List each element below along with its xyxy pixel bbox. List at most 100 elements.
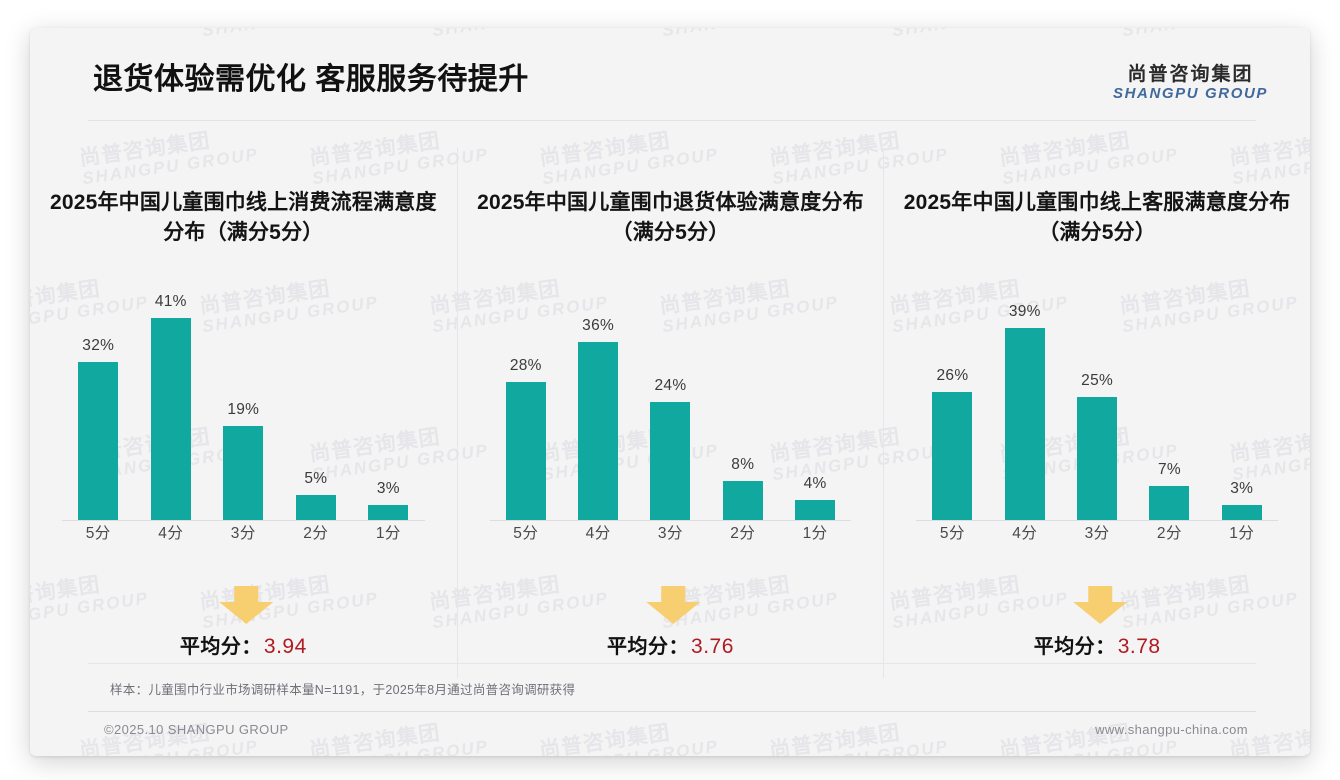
logo-text-cn: 尚普咨询集团 <box>1127 64 1254 85</box>
bar-column[interactable]: 26% <box>920 272 985 520</box>
bar-column[interactable]: 5% <box>283 272 348 520</box>
bar-shape[interactable] <box>1221 505 1262 520</box>
bar-value-label: 25% <box>1081 371 1114 389</box>
page-title: 退货体验需优化 客服服务待提升 <box>93 63 529 96</box>
footer-divider <box>88 711 1256 712</box>
average-label: 平均分： <box>1033 636 1116 658</box>
bar-value-label: 3% <box>376 480 400 498</box>
bar-shape[interactable] <box>722 480 763 520</box>
chart-panels: 2025年中国儿童围巾线上消费流程满意度分布（满分5分） 32% 41% 19% <box>30 148 1310 678</box>
x-axis-tick: 2分 <box>303 525 329 542</box>
bar-value-label: 24% <box>654 376 687 394</box>
bar-column[interactable]: 36% <box>566 272 631 520</box>
x-axis-tick: 4分 <box>585 525 611 542</box>
chart-panel-1: 2025年中国儿童围巾线上消费流程满意度分布（满分5分） 32% 41% 19% <box>30 148 457 678</box>
bar-column[interactable]: 7% <box>1137 272 1202 520</box>
average-label: 平均分： <box>179 636 262 658</box>
average-value: 3.94 <box>263 635 307 658</box>
bar-shape[interactable] <box>150 317 191 520</box>
bar-column[interactable]: 24% <box>638 272 703 520</box>
average-block-2: 平均分：3.76 <box>458 586 884 678</box>
average-label: 平均分： <box>607 636 690 658</box>
x-axis-tick: 5分 <box>513 525 539 542</box>
bar-shape[interactable] <box>932 391 973 520</box>
chart-title-3: 2025年中国儿童围巾线上客服满意度分布（满分5分） <box>903 191 1291 244</box>
down-arrow-icon <box>646 586 701 624</box>
bar-shape[interactable] <box>368 505 409 520</box>
sample-note: 样本：儿童围巾行业市场调研样本量N=1191，于2025年8月通过尚普咨询调研获… <box>110 683 576 697</box>
note-divider <box>88 663 1256 664</box>
x-axis-tick: 2分 <box>1156 525 1183 542</box>
slide-footer: ©2025.10 SHANGPU GROUP www.shangpu-china… <box>30 712 1310 756</box>
bar-column[interactable]: 8% <box>710 272 775 520</box>
x-axis-tick: 1分 <box>1229 525 1255 542</box>
x-axis-labels-2: 5分 4分 3分 2分 1分 <box>490 521 852 543</box>
slide-header: 退货体验需优化 客服服务待提升 尚普咨询集团 SHANGPU GROUP <box>30 28 1310 121</box>
down-arrow-icon <box>1073 586 1128 624</box>
company-logo: 尚普咨询集团 SHANGPU GROUP <box>1113 64 1268 103</box>
bar-value-label: 41% <box>154 292 187 310</box>
bar-chart-1: 32% 41% 19% 5% <box>62 272 425 562</box>
bar-value-label: 19% <box>227 401 260 419</box>
website-link[interactable]: www.shangpu-china.com <box>1095 722 1248 737</box>
chart-title-2: 2025年中国儿童围巾退货体验满意度分布（满分5分） <box>477 191 864 244</box>
x-axis-tick: 5分 <box>939 525 966 542</box>
bar-chart-3: 26% 39% 25% 7% <box>916 272 1278 562</box>
bar-value-label: 39% <box>1008 302 1041 320</box>
bar-shape[interactable] <box>78 362 119 520</box>
bar-shape[interactable] <box>1004 327 1045 520</box>
bar-value-label: 4% <box>803 475 827 493</box>
bar-shape[interactable] <box>1149 485 1190 520</box>
average-block-3: 平均分：3.78 <box>884 586 1310 678</box>
x-axis-labels-1: 5分 4分 3分 2分 1分 <box>62 521 425 543</box>
chart-title-1: 2025年中国儿童围巾线上消费流程满意度分布（满分5分） <box>49 191 437 244</box>
bar-value-label: 36% <box>582 317 615 335</box>
chart-panel-2: 2025年中国儿童围巾退货体验满意度分布（满分5分） 28% 36% 24% <box>456 148 884 678</box>
header-divider <box>88 120 1256 121</box>
bar-column[interactable]: 25% <box>1065 272 1130 520</box>
logo-text-en: SHANGPU GROUP <box>1113 85 1268 103</box>
average-block-1: 平均分：3.94 <box>30 586 457 678</box>
average-value: 3.78 <box>1117 635 1161 658</box>
x-axis-tick: 2分 <box>730 525 756 542</box>
bar-value-label: 8% <box>731 455 755 473</box>
bar-value-label: 32% <box>82 337 115 355</box>
plot-area-2: 28% 36% 24% 8% <box>489 272 852 521</box>
bar-shape[interactable] <box>650 401 691 520</box>
bar-column[interactable]: 39% <box>992 272 1057 520</box>
bar-column[interactable]: 4% <box>783 272 848 520</box>
x-axis-tick: 1分 <box>802 525 828 542</box>
bar-column[interactable]: 32% <box>66 272 131 520</box>
bar-shape[interactable] <box>505 381 546 520</box>
bar-shape[interactable] <box>1077 396 1118 520</box>
copyright-text: ©2025.10 SHANGPU GROUP <box>104 722 289 737</box>
x-axis-labels-3: 5分 4分 3分 2分 1分 <box>916 521 1278 543</box>
average-score-1: 平均分：3.94 <box>30 630 457 659</box>
x-axis-tick: 4分 <box>158 525 184 542</box>
chart-panel-3: 2025年中国儿童围巾线上客服满意度分布（满分5分） 26% 39% 25% <box>883 148 1310 678</box>
bar-value-label: 28% <box>509 356 542 374</box>
bar-column[interactable]: 3% <box>1209 272 1274 520</box>
down-arrow-icon <box>219 586 274 624</box>
plot-area-1: 32% 41% 19% 5% <box>62 272 425 521</box>
bar-column[interactable]: 19% <box>211 272 276 520</box>
x-axis-tick: 1分 <box>375 525 401 542</box>
bar-shape[interactable] <box>795 500 836 520</box>
bar-shape[interactable] <box>578 342 619 520</box>
average-value: 3.76 <box>691 635 734 658</box>
x-axis-tick: 3分 <box>1084 525 1110 542</box>
bar-value-label: 3% <box>1230 480 1254 498</box>
slide-canvas: 尚普咨询集团 SHANGPU GROUP 尚普咨询集团 SHANGPU GROUP 尚普… <box>30 28 1310 756</box>
x-axis-tick: 3分 <box>657 525 684 542</box>
plot-area-3: 26% 39% 25% 7% <box>916 272 1278 521</box>
bar-shape[interactable] <box>223 426 264 520</box>
bar-column[interactable]: 3% <box>356 272 421 520</box>
bar-value-label: 7% <box>1157 460 1181 478</box>
bar-column[interactable]: 28% <box>493 272 558 520</box>
bar-shape[interactable] <box>295 495 336 520</box>
bar-value-label: 26% <box>936 366 969 384</box>
x-axis-tick: 3分 <box>230 525 256 542</box>
x-axis-tick: 4分 <box>1012 525 1038 542</box>
average-score-3: 平均分：3.78 <box>884 630 1310 659</box>
bar-column[interactable]: 41% <box>138 272 203 520</box>
